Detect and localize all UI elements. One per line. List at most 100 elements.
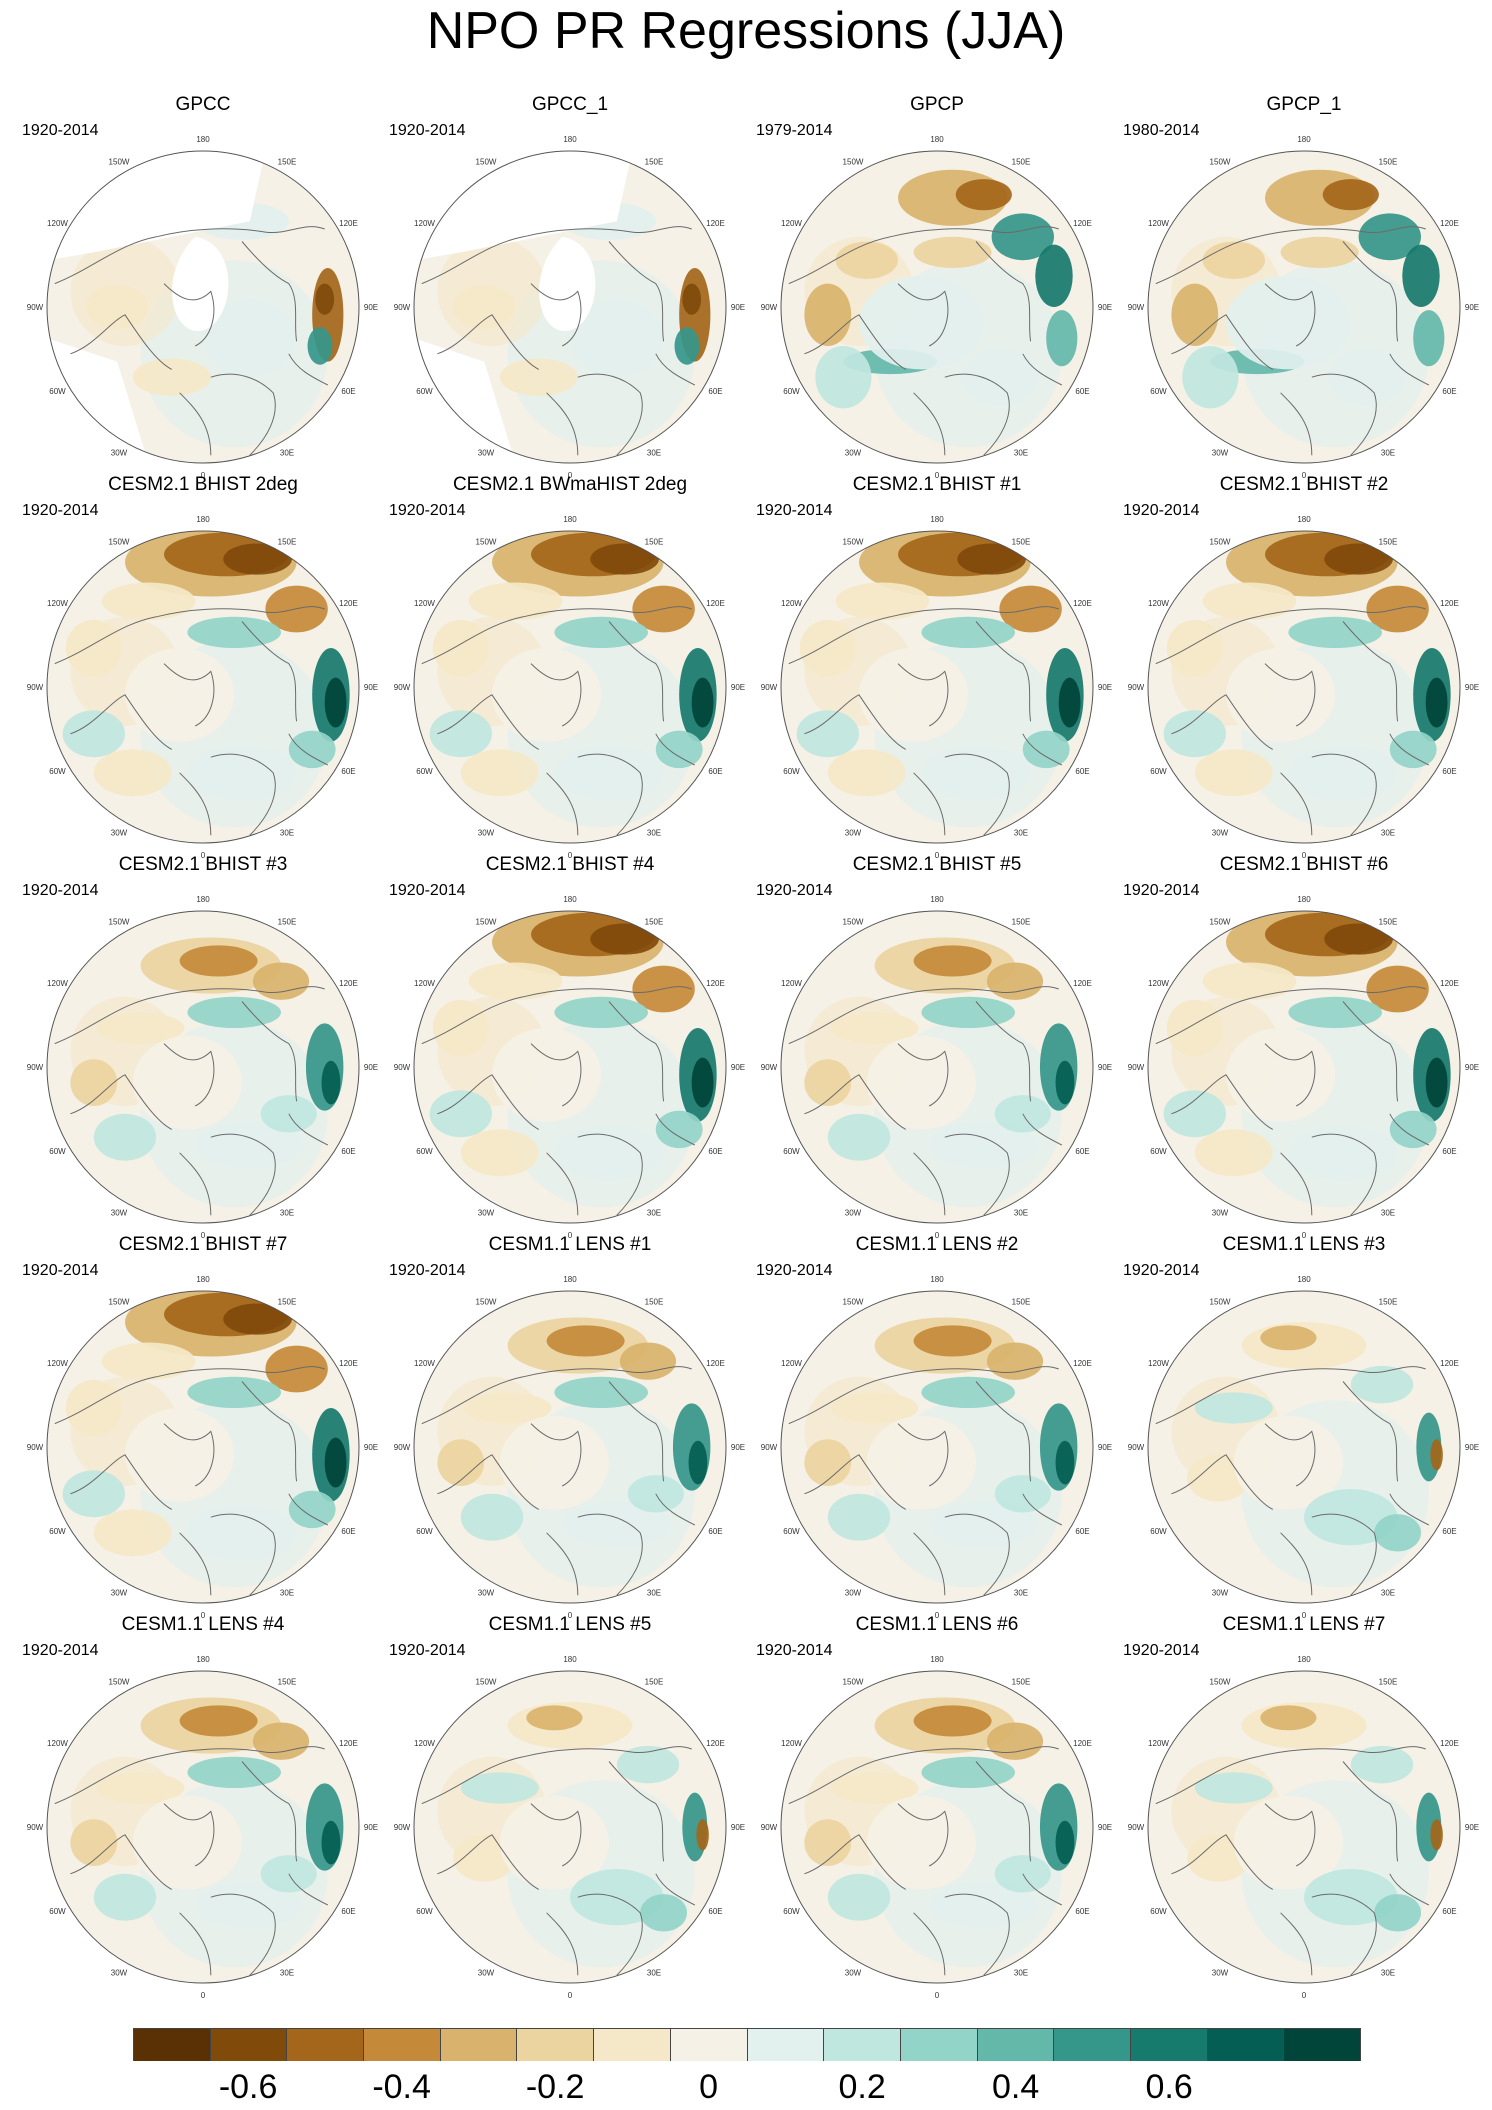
anomaly-region bbox=[827, 1873, 891, 1921]
map-panel: CESM1.1 LENS #2 180 150E 120E 90E 60E 30E 0 30W 6… bbox=[752, 1234, 1122, 1620]
coastline bbox=[1311, 1133, 1377, 1216]
anomaly-region bbox=[187, 744, 297, 801]
meridian-label: 30E bbox=[280, 829, 294, 838]
anomaly-region bbox=[460, 749, 539, 797]
anomaly-region bbox=[929, 1121, 1039, 1169]
meridian-label: 150E bbox=[1012, 158, 1031, 167]
map-panel: CESM2.1 BHIST #5 180 150E 120E 90E 60E 30E 0 30W… bbox=[752, 854, 1122, 1240]
anomaly-region bbox=[913, 1705, 992, 1737]
meridian-label: 60E bbox=[1442, 1907, 1456, 1916]
meridian-label: 0 bbox=[935, 471, 940, 480]
coastline bbox=[788, 1746, 1059, 1805]
panel-period: 1920-2014 bbox=[389, 122, 466, 139]
anomaly-region bbox=[125, 648, 235, 742]
coastline bbox=[897, 1043, 949, 1107]
meridian-label: 120E bbox=[1440, 599, 1459, 608]
anomaly-region bbox=[1055, 1060, 1075, 1105]
coastline bbox=[913, 1152, 946, 1216]
meridian-label: 0 bbox=[568, 1611, 573, 1620]
meridian-label: 90E bbox=[364, 303, 378, 312]
coastline bbox=[1171, 694, 1274, 750]
anomaly-region bbox=[468, 582, 563, 620]
anomaly-region bbox=[866, 1795, 976, 1890]
anomaly-region bbox=[921, 1756, 1015, 1788]
meridian-label: 0 bbox=[935, 1611, 940, 1620]
anomaly-region bbox=[1425, 1057, 1448, 1108]
coastline bbox=[1342, 1381, 1399, 1482]
anomaly-region bbox=[1046, 310, 1078, 367]
meridian-label: 90W bbox=[1128, 303, 1145, 312]
panel-period: 1920-2014 bbox=[1123, 1642, 1200, 1659]
colorbar-box bbox=[440, 2029, 518, 2061]
meridian-label: 120W bbox=[781, 1359, 802, 1368]
polar-map: 180 150E 120E 90E 60E 30E 0 30W 60W 90W 120W 150W bbox=[761, 515, 1112, 860]
panel-period: 1920-2014 bbox=[756, 1262, 833, 1279]
anomaly-region bbox=[1288, 996, 1382, 1028]
meridian-label: 90W bbox=[1128, 1443, 1145, 1452]
meridian-label: 60W bbox=[783, 767, 800, 776]
meridian-label: 60E bbox=[1442, 1527, 1456, 1536]
coastline bbox=[421, 606, 692, 665]
coastline bbox=[546, 1532, 579, 1596]
meridian-label: 30W bbox=[111, 449, 128, 458]
anomaly-region bbox=[986, 1342, 1044, 1380]
meridian-label: 150W bbox=[1210, 1678, 1231, 1687]
coastline bbox=[54, 226, 325, 285]
panel-period: 1920-2014 bbox=[1123, 882, 1200, 899]
coastline bbox=[1342, 1761, 1399, 1862]
panel-period: 1980-2014 bbox=[1123, 122, 1200, 139]
anomaly-region bbox=[827, 1493, 891, 1541]
map-panel: CESM1.1 LENS #1 180 150E 120E 90E 60E 30E 0 30W 6… bbox=[385, 1234, 755, 1620]
meridian-label: 30W bbox=[1212, 449, 1229, 458]
meridian-label: 180 bbox=[930, 515, 944, 524]
meridian-label: 150E bbox=[645, 538, 664, 547]
meridian-label: 30E bbox=[647, 1209, 661, 1218]
coastline bbox=[655, 733, 696, 766]
coastline bbox=[897, 283, 949, 347]
anomaly-region bbox=[499, 1415, 609, 1510]
coastline bbox=[210, 1513, 276, 1596]
coastline bbox=[1171, 1074, 1274, 1130]
meridian-label: 0 bbox=[201, 471, 206, 480]
meridian-label: 120W bbox=[47, 1739, 68, 1748]
coastline bbox=[1155, 986, 1426, 1045]
anomaly-region bbox=[187, 1504, 297, 1561]
polar-map: 180 150E 120E 90E 60E 30E 0 30W 60W 90W 120W 150W bbox=[1128, 135, 1479, 480]
coastline bbox=[530, 663, 582, 727]
meridian-label: 120W bbox=[1148, 979, 1169, 988]
meridian-label: 150W bbox=[843, 538, 864, 547]
anomaly-region bbox=[460, 1772, 539, 1804]
meridian-label: 90E bbox=[731, 1823, 745, 1832]
anomaly-region bbox=[1260, 1325, 1317, 1351]
anomaly-region bbox=[691, 1057, 714, 1108]
coastline bbox=[804, 1074, 907, 1130]
meridian-label: 60W bbox=[416, 1147, 433, 1156]
meridian-label: 0 bbox=[568, 851, 573, 860]
colorbar-box bbox=[900, 2029, 978, 2061]
meridian-label: 60E bbox=[1442, 1147, 1456, 1156]
coastline bbox=[804, 694, 907, 750]
meridian-label: 90W bbox=[27, 683, 44, 692]
meridian-label: 180 bbox=[563, 515, 577, 524]
anomaly-region bbox=[1288, 1124, 1398, 1181]
panel-title: CESM2.1 BHIST 2deg bbox=[108, 474, 298, 495]
coastline bbox=[241, 241, 298, 342]
anomaly-region bbox=[96, 1012, 185, 1044]
anomaly-region bbox=[429, 710, 492, 758]
panel-period: 1920-2014 bbox=[1123, 1262, 1200, 1279]
anomaly-region bbox=[619, 1342, 677, 1380]
anomaly-region bbox=[827, 749, 906, 797]
meridian-label: 180 bbox=[1297, 135, 1311, 144]
anomaly-region bbox=[65, 1379, 122, 1437]
meridian-label: 90W bbox=[394, 1823, 411, 1832]
meridian-label: 30E bbox=[1381, 1969, 1395, 1978]
meridian-label: 90W bbox=[761, 1063, 778, 1072]
anomaly-region bbox=[96, 1772, 185, 1804]
anomaly-region bbox=[1389, 1110, 1437, 1149]
coastline bbox=[288, 1493, 329, 1526]
anomaly-region bbox=[1413, 310, 1445, 367]
polar-map: 180 150E 120E 90E 60E 30E 0 30W 60W 90W 120W 150W bbox=[394, 1275, 745, 1620]
polar-map: 180 150E 120E 90E 60E 30E 0 30W 60W 90W 120W 150W bbox=[27, 1655, 378, 2000]
coastline bbox=[1171, 314, 1274, 370]
coastline bbox=[1389, 1493, 1430, 1526]
